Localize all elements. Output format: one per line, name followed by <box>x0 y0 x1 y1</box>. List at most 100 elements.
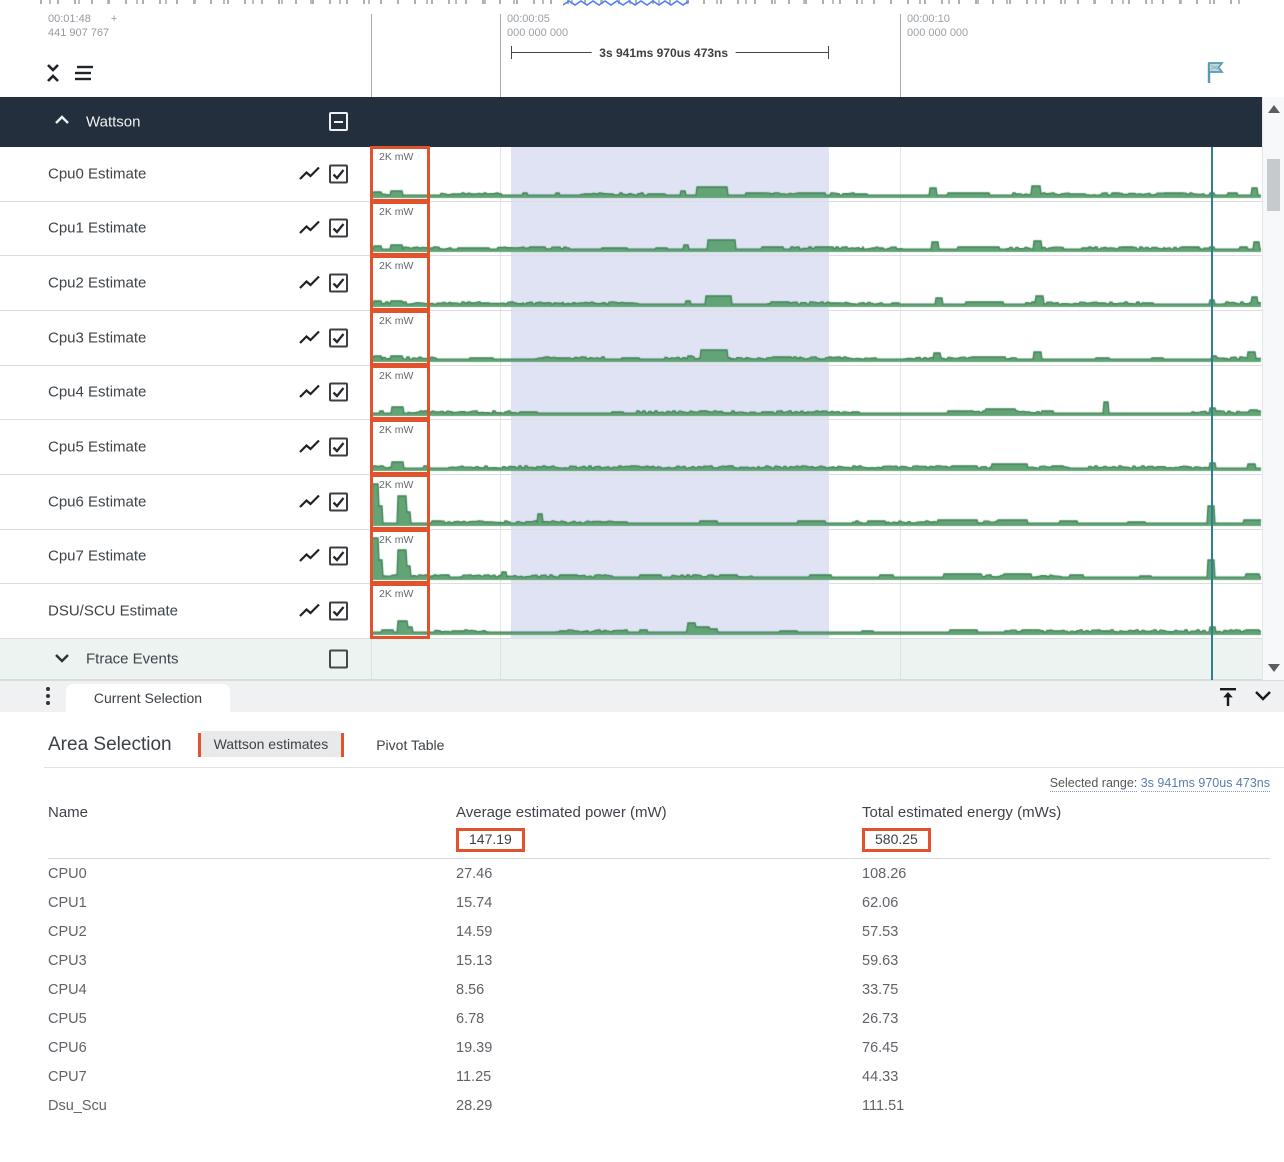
table-row: CPU2 14.59 57.53 <box>48 917 1270 946</box>
cell-total-energy: 44.33 <box>862 1068 899 1085</box>
cell-name: CPU5 <box>48 1010 87 1027</box>
sparkline-icon <box>298 547 322 565</box>
track-row: Cpu0 Estimate 2K mW <box>0 146 1262 202</box>
cell-name: CPU0 <box>48 865 87 882</box>
track-chart-area[interactable]: 2K mW <box>371 256 1262 310</box>
track-scale-label: 2K mW <box>379 479 414 491</box>
collapse-all-icon[interactable] <box>42 61 64 85</box>
cell-name: Dsu_Scu <box>48 1097 107 1114</box>
timeline-gridline <box>500 639 501 679</box>
track-label[interactable]: Cpu6 Estimate <box>48 493 147 511</box>
track-label[interactable]: DSU/SCU Estimate <box>48 602 179 620</box>
selected-range-link[interactable]: 3s 941ms 970us 473ns <box>1140 776 1270 792</box>
selection-duration-measurement: 3s 941ms 970us 473ns <box>511 46 829 60</box>
track-scale-label: 2K mW <box>379 424 414 437</box>
spellcheck-squiggle <box>563 0 689 6</box>
track-row: Cpu1 Estimate 2K mW <box>0 200 1262 257</box>
power-waveform <box>371 147 1262 201</box>
track-chart-area[interactable]: 2K mW <box>371 475 1262 529</box>
expand-panel-icon[interactable] <box>1216 685 1240 709</box>
table-row: Dsu_Scu 28.29 111.51 <box>48 1091 1270 1120</box>
cell-avg-power: 28.29 <box>456 1097 493 1114</box>
clipped-text-sliver <box>0 0 1284 6</box>
selected-range: Selected range: 3s 941ms 970us 473ns <box>0 776 1270 792</box>
selected-range-label: Selected range: <box>1049 776 1138 792</box>
timeline-cursor-line <box>1211 147 1213 680</box>
track-chart-area[interactable]: 2K mW <box>371 311 1262 365</box>
track-chart-area[interactable]: 2K mW <box>371 202 1262 256</box>
chevron-down-icon <box>52 651 72 665</box>
track-label[interactable]: Cpu5 Estimate <box>48 438 147 456</box>
cell-total-energy: 108.26 <box>862 865 907 882</box>
cell-name: CPU2 <box>48 923 87 940</box>
ruler-tick-label: 00:00:05 000 000 000 <box>507 13 569 39</box>
table-totals-row: 147.19 580.25 <box>48 824 1270 859</box>
track-row: Cpu7 Estimate 2K mW <box>0 528 1262 585</box>
track-chart-area[interactable]: 2K mW <box>371 420 1262 474</box>
track-group-header-wattson[interactable]: Wattson <box>0 97 1262 147</box>
track-checkbox-checked[interactable] <box>329 382 348 402</box>
scroll-down-arrow[interactable] <box>1267 664 1280 672</box>
group-checkbox-empty[interactable] <box>329 649 348 669</box>
track-chart-area[interactable]: 2K mW <box>371 530 1262 584</box>
table-header-row: Name Average estimated power (mW) Total … <box>48 800 1270 824</box>
tracks-region: Cpu0 Estimate 2K mW Cpu1 Estimate <box>0 146 1262 639</box>
tab-current-selection[interactable]: Current Selection <box>66 684 230 712</box>
tab-wattson-estimates[interactable]: Wattson estimates <box>200 731 342 757</box>
track-chart-area[interactable]: 2K mW <box>371 147 1262 201</box>
divider <box>44 767 1284 768</box>
track-checkbox-checked[interactable] <box>329 546 348 566</box>
track-chart-area[interactable]: 2K mW <box>371 366 1262 420</box>
table-row: CPU1 15.74 62.06 <box>48 888 1270 917</box>
power-waveform <box>371 202 1262 256</box>
track-checkbox-checked[interactable] <box>329 437 348 457</box>
track-checkbox-checked[interactable] <box>329 492 348 512</box>
track-checkbox-checked[interactable] <box>329 164 348 184</box>
track-checkbox-checked[interactable] <box>329 273 348 293</box>
ruler-gridline <box>371 14 372 97</box>
column-header-total-energy: Total estimated energy (mWs) <box>862 803 1062 821</box>
cell-name: CPU6 <box>48 1039 87 1056</box>
scroll-up-arrow[interactable] <box>1267 105 1280 113</box>
table-row: CPU5 6.78 26.73 <box>48 1004 1270 1033</box>
annotation-box: Wattson estimates <box>197 731 345 757</box>
track-group-header-ftrace[interactable]: Ftrace Events <box>0 639 1262 680</box>
power-waveform <box>371 530 1262 584</box>
collapse-panel-chevron-icon[interactable] <box>1252 687 1274 705</box>
group-title: Ftrace Events <box>86 650 179 668</box>
flag-marker-icon[interactable] <box>1202 58 1228 86</box>
sparkline-icon <box>298 165 322 183</box>
cell-avg-power: 8.56 <box>456 981 485 998</box>
vertical-scrollbar[interactable] <box>1262 97 1284 680</box>
tab-pivot-table[interactable]: Pivot Table <box>376 737 445 753</box>
track-checkbox-checked[interactable] <box>329 601 348 621</box>
current-selection-panel: Area Selection Wattson estimates Pivot T… <box>0 712 1284 1162</box>
track-row: Cpu6 Estimate 2K mW <box>0 474 1262 530</box>
cell-name: CPU4 <box>48 981 87 998</box>
track-label[interactable]: Cpu4 Estimate <box>48 383 147 401</box>
group-checkbox-indeterminate[interactable] <box>329 112 348 131</box>
track-checkbox-checked[interactable] <box>329 328 348 348</box>
cell-total-energy: 57.53 <box>862 923 899 940</box>
timeline-ruler[interactable]: 00:01:48 + 441 907 767 00:00:05 000 000 00… <box>0 6 1262 97</box>
cell-name: CPU7 <box>48 1068 87 1085</box>
track-label[interactable]: Cpu3 Estimate <box>48 329 147 347</box>
chevron-up-icon <box>52 113 72 127</box>
track-label[interactable]: Cpu1 Estimate <box>48 219 147 237</box>
power-waveform <box>371 475 1262 529</box>
track-row: Cpu3 Estimate 2K mW <box>0 310 1262 366</box>
ruler-gridline <box>500 14 501 97</box>
track-filter-menu-icon[interactable] <box>72 64 96 82</box>
track-label[interactable]: Cpu2 Estimate <box>48 274 147 292</box>
kebab-menu-icon[interactable] <box>46 687 50 707</box>
track-chart-area[interactable]: 2K mW <box>371 584 1262 638</box>
annotation-box: 580.25 <box>862 828 931 852</box>
track-label[interactable]: Cpu0 Estimate <box>48 165 147 183</box>
track-checkbox-checked[interactable] <box>329 218 348 238</box>
power-waveform <box>371 257 1262 310</box>
scrollbar-thumb[interactable] <box>1267 159 1280 211</box>
column-header-avg-power: Average estimated power (mW) <box>456 803 667 821</box>
track-label[interactable]: Cpu7 Estimate <box>48 547 147 565</box>
track-row: DSU/SCU Estimate 2K mW <box>0 583 1262 639</box>
viewport-origin-timestamp: 00:01:48 + 441 907 767 <box>48 13 118 39</box>
